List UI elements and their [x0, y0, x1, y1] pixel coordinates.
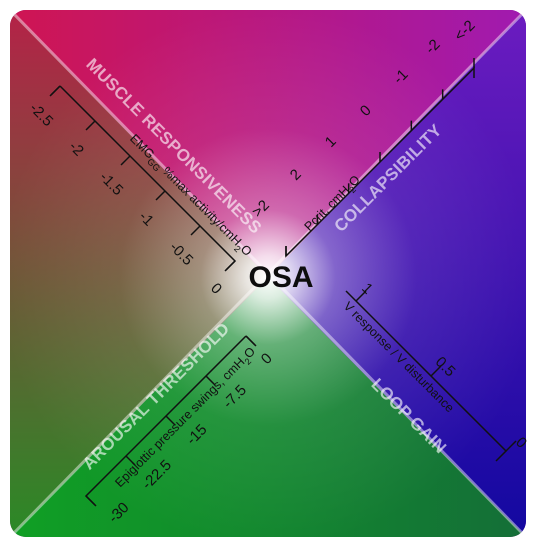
arousal-threshold-tick [205, 375, 216, 386]
arousal-threshold-ticks [85, 335, 256, 506]
loop-gain-tick [355, 290, 367, 302]
loop-gain-tick [505, 440, 517, 452]
muscle-responsiveness-ticks [50, 85, 236, 271]
loop-gain-tick [430, 365, 442, 377]
center-label-osa: OSA [248, 261, 313, 294]
arousal-threshold-tick [85, 495, 96, 506]
muscle-responsiveness-tick [120, 155, 131, 166]
muscle-responsiveness-tick [155, 190, 166, 201]
muscle-responsiveness-tick [50, 85, 61, 96]
arousal-threshold-tick [125, 455, 136, 466]
arousal-threshold-tick [245, 335, 256, 346]
loop-gain-ticks [355, 290, 517, 452]
collapsibility-ticks [285, 58, 475, 256]
muscle-responsiveness-tick [85, 120, 96, 131]
arousal-threshold-tick [165, 415, 176, 426]
background-card [10, 10, 526, 537]
muscle-responsiveness-tick [225, 260, 236, 271]
muscle-responsiveness-tick [190, 225, 201, 236]
